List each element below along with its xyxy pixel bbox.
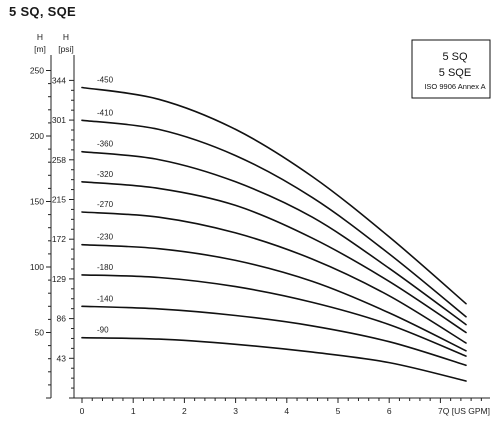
x-tick-label: 1 [131,406,136,416]
x-tick-label: 5 [336,406,341,416]
curve-minus-90 [81,336,467,382]
x-tick-label: 4 [284,406,289,416]
curve-label: -140 [97,294,114,303]
tick-labels: 50 100 150 200 250 43 86 129 172 215 258 301 344 0 1 2 3… [30,66,490,417]
y-psi-tick-label: 215 [52,194,66,204]
curve-label: -450 [97,76,114,85]
curves: -450 -410 -360 -320 -270 -230 -180 -140 -90 [81,76,467,382]
legend-line-2: 5 SQE [439,67,471,79]
y-meters-tick-label: 50 [35,328,45,338]
y-psi-tick-label: 172 [52,234,66,244]
axes: H [m] H [psi] [34,32,490,403]
y-axis-meters-unit: [m] [34,44,46,54]
page-title: 5 SQ, SQE [9,4,77,19]
legend-line-3: ISO 9906 Annex A [424,82,485,91]
y-psi-tick-label: 344 [52,75,66,85]
x-tick-label: 2 [182,406,187,416]
curve-minus-140 [81,305,467,367]
y-meters-tick-label: 100 [30,262,44,272]
curve-label: -410 [97,108,114,117]
x-tick-label: 3 [233,406,238,416]
curve-label: -230 [97,233,114,242]
curve-minus-410 [81,119,467,318]
curve-label: -360 [97,140,114,149]
y-meters-tick-label: 250 [30,66,44,76]
legend-box: 5 SQ 5 SQE ISO 9906 Annex A [411,39,491,99]
y-meters-tick-label: 150 [30,197,44,207]
curve-label: -270 [97,200,114,209]
legend-frame [411,39,491,99]
curve-minus-180 [81,274,467,357]
legend-line-1: 5 SQ [442,51,468,63]
curve-label: -180 [97,263,114,272]
y-axis-psi-unit: [psi] [58,44,74,54]
y-axis-meters-name: H [37,32,43,42]
curve-minus-320 [81,181,467,334]
x-tick-label: 0 [80,406,85,416]
x-tick-label: 7 [438,406,443,416]
curve-minus-360 [81,150,467,326]
x-tick-label: 6 [387,406,392,416]
y-axis-psi-name: H [63,32,69,42]
y-psi-tick-label: 258 [52,155,66,165]
curve-label: -90 [97,326,109,335]
y-psi-tick-label: 43 [57,353,67,363]
curve-minus-270 [81,211,467,344]
curve-label: -320 [97,170,114,179]
y-psi-tick-label: 129 [52,274,66,284]
y-psi-tick-label: 86 [57,314,67,324]
x-axis-title: Q [US GPM] [443,406,490,416]
curve-minus-230 [81,243,467,352]
y-meters-tick-label: 200 [30,131,44,141]
y-psi-tick-label: 301 [52,115,66,125]
curve-minus-450 [81,86,467,305]
